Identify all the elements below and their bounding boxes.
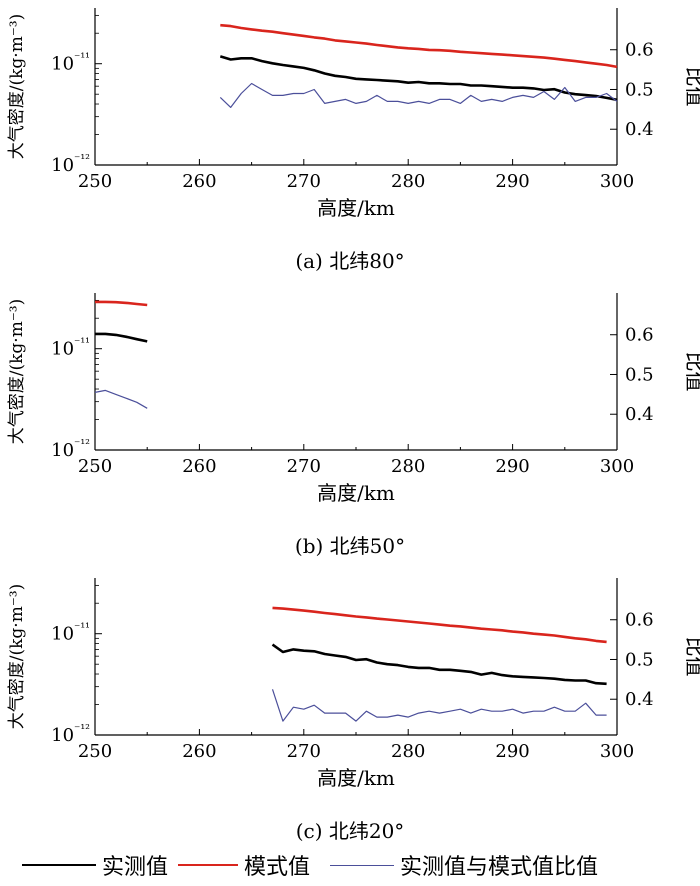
series-line-ratio <box>271 689 607 722</box>
y-tick-label-left: 10⁻¹¹ <box>51 336 90 360</box>
y-tick-label-right: 0.4 <box>625 689 654 710</box>
y-tick-label-right: 0.6 <box>625 40 654 61</box>
figure: 250 260 270 280 290 300 高度/km 10⁻¹² 10⁻¹¹ 大气密度/(k… <box>7 8 700 790</box>
x-axis-label: 高度/km <box>317 481 395 505</box>
series-line-ratio <box>219 82 618 109</box>
y-axis-label-right: 比值 <box>683 637 700 677</box>
legend-item-ratio: 实测值与模式值比值 <box>330 848 598 882</box>
x-tick-label: 270 <box>287 741 321 762</box>
y-tick-label-right: 0.4 <box>625 119 654 140</box>
x-tick-label: 290 <box>495 741 529 762</box>
y-tick-label-left: 10⁻¹² <box>51 722 90 746</box>
x-tick-label: 260 <box>182 456 216 477</box>
series-line-measured <box>271 643 607 686</box>
legend: 实测值 模式值 实测值与模式值比值 <box>0 848 700 882</box>
legend-item-model: 模式值 <box>178 848 310 882</box>
x-tick-label: 280 <box>391 741 425 762</box>
y-axis-label-right: 比值 <box>683 352 700 392</box>
chart-panel-b: 250 260 270 280 290 300 高度/km 10⁻¹² 10⁻¹¹ 大气密度/(k… <box>7 293 700 505</box>
y-tick-label-right: 0.6 <box>625 325 654 346</box>
x-tick-label: 250 <box>78 456 112 477</box>
x-tick-label: 280 <box>391 171 425 192</box>
chart-panel-a: 250 260 270 280 290 300 高度/km 10⁻¹² 10⁻¹¹ 大气密度/(k… <box>7 8 700 220</box>
y-tick-label-right: 0.5 <box>625 649 654 670</box>
legend-swatch-ratio <box>330 864 394 866</box>
y-tick-label-right: 0.5 <box>625 79 654 100</box>
x-axis-label: 高度/km <box>317 196 395 220</box>
y-tick-label-right: 0.6 <box>625 610 654 631</box>
legend-label-measured: 实测值 <box>102 855 169 880</box>
chart-panel-c: 250 260 270 280 290 300 高度/km 10⁻¹² 10⁻¹¹ 大气密度/(k… <box>7 578 700 790</box>
y-axis-label-left: 大气密度/(kg·m⁻³) <box>7 14 27 160</box>
x-tick-label: 290 <box>495 171 529 192</box>
y-tick-label-left: 10⁻¹² <box>51 152 90 176</box>
x-tick-label: 280 <box>391 456 425 477</box>
y-tick-label-left: 10⁻¹¹ <box>51 621 90 645</box>
x-tick-label: 270 <box>287 171 321 192</box>
y-tick-label-right: 0.4 <box>625 404 654 425</box>
x-tick-label: 250 <box>78 741 112 762</box>
series-line-model <box>220 23 618 69</box>
legend-label-model: 模式值 <box>244 855 311 880</box>
caption-c: (c) 北纬20° <box>295 819 405 843</box>
legend-label-ratio: 实测值与模式值比值 <box>400 855 599 880</box>
x-tick-label: 300 <box>600 741 634 762</box>
y-tick-label-right: 0.5 <box>625 364 654 385</box>
y-tick-label-left: 10⁻¹² <box>51 437 90 461</box>
series-line-measured <box>219 55 618 102</box>
series-line-measured <box>95 332 148 343</box>
x-tick-label: 260 <box>182 741 216 762</box>
series-line-ratio <box>94 389 148 409</box>
x-tick-label: 260 <box>182 171 216 192</box>
y-tick-label-left: 10⁻¹¹ <box>51 51 90 75</box>
y-axis-label-left: 大气密度/(kg·m⁻³) <box>7 584 27 730</box>
series-line-model <box>95 300 148 307</box>
x-tick-label: 250 <box>78 171 112 192</box>
y-axis-label-left: 大气密度/(kg·m⁻³) <box>7 299 27 445</box>
legend-swatch-model <box>178 864 238 866</box>
series-line-model <box>272 606 607 644</box>
caption-a: (a) 北纬80° <box>295 249 405 273</box>
legend-swatch-measured <box>22 864 96 866</box>
x-tick-label: 300 <box>600 171 634 192</box>
x-tick-label: 270 <box>287 456 321 477</box>
x-tick-label: 290 <box>495 456 529 477</box>
legend-item-measured: 实测值 <box>22 848 168 882</box>
x-axis-label: 高度/km <box>317 766 395 790</box>
y-axis-label-right: 比值 <box>683 67 700 107</box>
caption-b: (b) 北纬50° <box>294 534 406 558</box>
x-tick-label: 300 <box>600 456 634 477</box>
